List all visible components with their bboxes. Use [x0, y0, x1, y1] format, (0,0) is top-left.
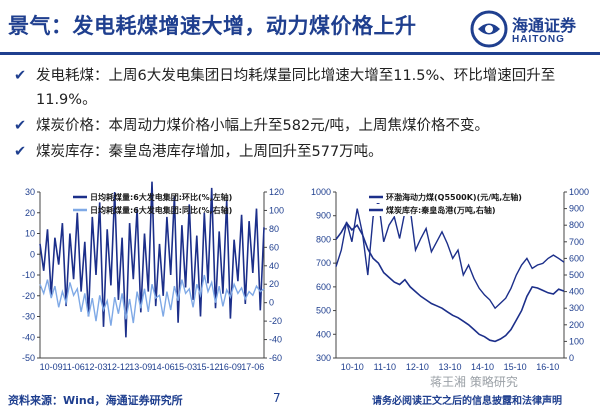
- left-tick-label: 700: [316, 258, 331, 268]
- watermark-text: 蒋王湘 策略研究: [430, 375, 518, 389]
- right-tick-label: 60: [269, 242, 279, 252]
- left-tick-label: 1000: [311, 187, 331, 197]
- right-tick-label: 20: [269, 279, 279, 289]
- right-tick-label: -40: [269, 335, 282, 345]
- left-tick-label: -20: [22, 291, 35, 301]
- logo-english-text: HAITONG: [512, 34, 565, 45]
- bullet-text: 煤炭库存：秦皇岛港库存增加，上周回升至577万吨。: [36, 144, 383, 160]
- footer-source: 资料来源：Wind，海通证券研究所: [8, 394, 183, 407]
- left-tick-label: 0: [30, 249, 35, 259]
- check-icon: ✔: [14, 144, 27, 160]
- coal-consumption-chart: 3020100-10-20-30-40-50120100806040200-20…: [22, 181, 284, 372]
- right-tick-label: 700: [569, 237, 584, 247]
- right-tick-label: 80: [269, 224, 279, 234]
- x-tick-label: 16-09: [219, 362, 242, 372]
- left-tick-label: 400: [316, 329, 331, 339]
- x-tick-label: 16-10: [536, 362, 559, 372]
- right-tick-label: 120: [269, 187, 284, 197]
- x-tick-label: 15-03: [174, 362, 197, 372]
- x-tick-label: 14-10: [471, 362, 494, 372]
- right-tick-label: 800: [569, 220, 584, 230]
- x-tick-label: 12-10: [406, 362, 429, 372]
- x-tick-label: 13-09: [129, 362, 152, 372]
- left-tick-label: 10: [25, 229, 35, 239]
- x-tick-label: 11-10: [374, 362, 396, 372]
- x-tick-label: 11-06: [62, 362, 84, 372]
- right-tick-label: 1000: [569, 187, 589, 197]
- series-line-1: [335, 221, 565, 343]
- right-tick-label: -20: [269, 316, 282, 326]
- page-number: 7: [273, 391, 281, 405]
- left-tick-label: 900: [316, 211, 331, 221]
- right-tick-label: 0: [269, 298, 274, 308]
- right-tick-label: 300: [569, 303, 584, 313]
- left-tick-label: 500: [316, 306, 331, 316]
- left-tick-label: 800: [316, 234, 331, 244]
- x-tick-label: 14-06: [152, 362, 175, 372]
- left-tick-label: -40: [22, 332, 35, 342]
- x-tick-label: 10-10: [341, 362, 364, 372]
- left-tick-label: 20: [25, 208, 35, 218]
- x-tick-label: 12-03: [84, 362, 107, 372]
- right-tick-label: 400: [569, 287, 584, 297]
- legend-label: 煤炭库存:秦皇岛港(万吨,右轴): [386, 205, 496, 215]
- x-tick-label: 12-12: [107, 362, 130, 372]
- right-tick-label: 600: [569, 253, 584, 263]
- right-tick-label: 100: [269, 205, 284, 215]
- bullet-coal-price: ✔ 煤炭价格：本周动力煤价格小幅上升至582元/吨，上周焦煤价格不变。: [14, 114, 594, 138]
- bullet-coal-consumption: ✔ 发电耗煤：上周6大发电集团日均耗煤量同比增速大增至11.5%、环比增速回升至…: [14, 64, 594, 112]
- left-tick-label: 30: [25, 187, 35, 197]
- left-tick-label: 300: [316, 353, 331, 363]
- haitong-emblem-icon: [470, 10, 508, 48]
- right-tick-label: 500: [569, 270, 584, 280]
- x-tick-label: 10-09: [40, 362, 63, 372]
- right-tick-label: 100: [569, 336, 584, 346]
- left-tick-label: -50: [22, 353, 35, 363]
- legend-label: 环渤海动力煤(Q5500K)(元/吨,左轴): [386, 192, 522, 202]
- series-line-1: [39, 181, 265, 338]
- legend-background: [366, 191, 549, 203]
- coal-price-inventory-chart: 1000900800700600500400300100090080070060…: [311, 187, 589, 372]
- right-tick-label: -60: [269, 353, 282, 363]
- legend-label: 日均耗煤量:6大发电集团:环比(%,左轴): [90, 192, 232, 202]
- page-title: 景气：发电耗煤增速大增，动力煤价格上升: [8, 14, 417, 38]
- x-tick-label: 13-10: [438, 362, 461, 372]
- footer-disclaimer: 请务必阅读正文之后的信息披露和法律声明: [372, 396, 562, 407]
- legend-background: [366, 204, 549, 216]
- left-tick-label: -10: [22, 270, 35, 280]
- logo-chinese-text: 海通证券: [512, 16, 577, 35]
- series-line-2: [39, 274, 265, 326]
- bullet-text: 发电耗煤：上周6大发电集团日均耗煤量同比增速大增至11.5%、环比增速回升至11…: [36, 68, 556, 108]
- right-tick-label: 40: [269, 261, 279, 271]
- right-tick-label: 900: [569, 204, 584, 214]
- left-tick-label: 600: [316, 282, 331, 292]
- x-tick-label: 15-12: [196, 362, 219, 372]
- right-tick-label: 200: [569, 320, 584, 330]
- header-divider: [0, 52, 600, 55]
- bullet-text: 煤炭价格：本周动力煤价格小幅上升至582元/吨，上周焦煤价格不变。: [36, 118, 490, 134]
- check-icon: ✔: [14, 118, 27, 134]
- check-icon: ✔: [14, 68, 27, 84]
- bullet-list: ✔ 发电耗煤：上周6大发电集团日均耗煤量同比增速大增至11.5%、环比增速回升至…: [14, 64, 594, 166]
- x-tick-label: 17-06: [241, 362, 264, 372]
- left-tick-label: -30: [22, 312, 35, 322]
- right-tick-label: 0: [569, 353, 574, 363]
- legend-label: 日均耗煤量:6大发电集团:同比(%,右轴): [90, 205, 232, 215]
- bullet-coal-inventory: ✔ 煤炭库存：秦皇岛港库存增加，上周回升至577万吨。: [14, 140, 594, 164]
- x-tick-label: 15-10: [504, 362, 527, 372]
- haitong-logo: 海通证券 HAITONG: [470, 10, 590, 48]
